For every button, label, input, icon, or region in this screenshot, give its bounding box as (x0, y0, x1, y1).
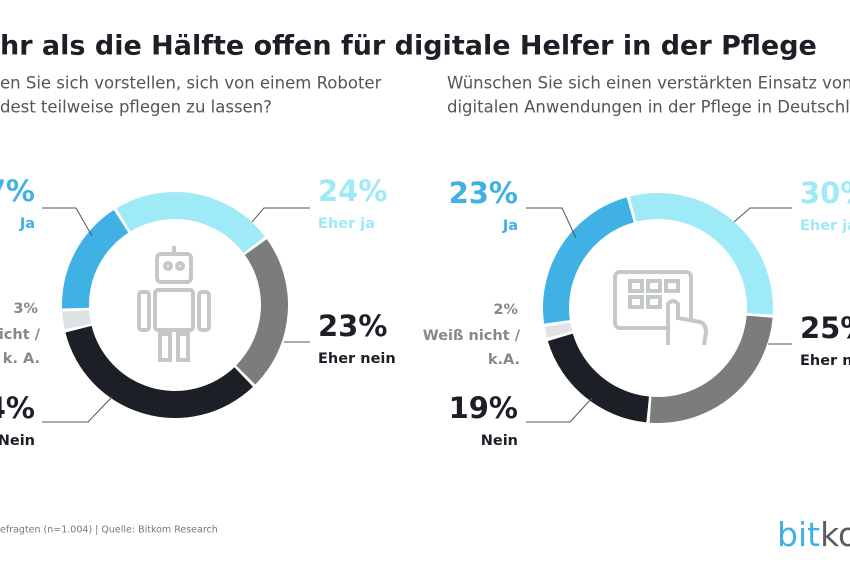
leader-line (526, 207, 577, 239)
donut-segment (61, 210, 129, 309)
logo: bitko (777, 515, 850, 554)
data-label: 25% (800, 311, 850, 345)
data-label: 17% (0, 174, 35, 208)
category-label: Ja (19, 216, 35, 232)
data-label: 30% (800, 176, 850, 210)
data-label: 23% (449, 176, 518, 210)
category-label: Eher ja (800, 218, 850, 234)
category-label: Ja (502, 218, 518, 234)
category-label: Weiß nicht / (0, 327, 41, 343)
leader-line (526, 397, 593, 423)
donut-segment (649, 315, 773, 423)
donut-segment (236, 239, 288, 385)
donut-segment (62, 310, 92, 330)
leader-line (42, 396, 113, 423)
donut-segment (547, 333, 650, 423)
category-label: Eher nein (318, 351, 396, 367)
data-label: 19% (449, 391, 518, 425)
data-label: 24% (318, 174, 387, 208)
category-label: Nein (481, 433, 518, 449)
leader-line (42, 207, 93, 237)
leader-line (251, 207, 310, 223)
donut-segment (65, 325, 254, 419)
category-label: k.A. (488, 352, 520, 368)
robot-icon (137, 246, 211, 362)
data-label: 23% (318, 309, 387, 343)
data-label: 34% (0, 391, 35, 425)
category-label: Nein (0, 433, 35, 449)
logo-part: bit (777, 515, 820, 554)
leader-line (733, 207, 792, 223)
donut-segment (544, 322, 573, 338)
title: hr als die Hälfte offen für digitale Hel… (0, 31, 817, 62)
category-label: k. A. (3, 351, 40, 367)
category-label: Eher ja (318, 216, 375, 232)
subtitle: dest teilweise pflegen zu lassen? (0, 98, 272, 117)
subtitle: digitalen Anwendungen in der Pflege in D… (447, 98, 850, 117)
donut-segment (543, 197, 634, 324)
data-label: 2% (493, 302, 518, 318)
category-label: Eher nein (800, 353, 850, 369)
tablet-icon (613, 270, 709, 346)
data-label: 3% (13, 301, 38, 317)
donut-segment (629, 193, 773, 315)
logo-part: ko (820, 515, 850, 554)
footer: efragten (n=1.004) | Quelle: Bitkom Rese… (0, 525, 218, 536)
category-label: Weiß nicht / (423, 328, 521, 344)
subtitle: Wünschen Sie sich einen verstärkten Eins… (447, 74, 850, 93)
subtitle: en Sie sich vorstellen, sich von einem R… (0, 74, 382, 93)
donut-segment (116, 192, 265, 253)
